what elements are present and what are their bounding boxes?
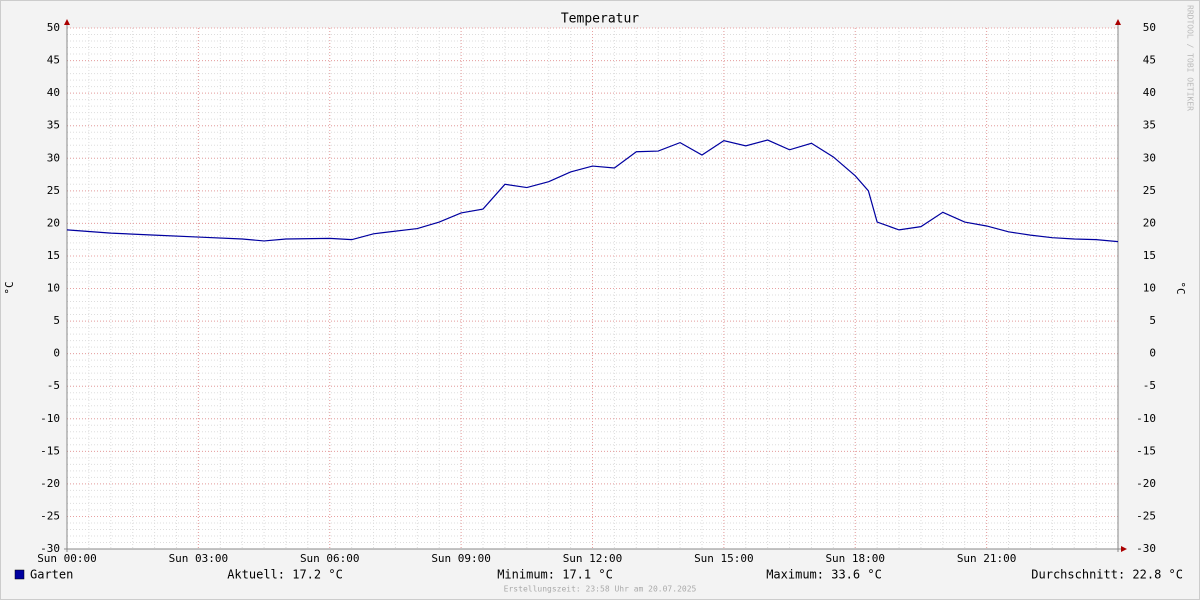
y-tick-label: 15 <box>47 249 60 262</box>
y2-tick-label: -5 <box>1143 379 1156 392</box>
y-tick-label: 40 <box>47 86 60 99</box>
axis-arrow <box>1121 546 1127 552</box>
y2-tick-label: 50 <box>1143 21 1156 34</box>
line <box>66 139 1119 243</box>
x-tick-label: Sun 18:00 <box>825 552 885 565</box>
y-tick-label: 30 <box>47 151 60 164</box>
watermark: RRDTOOL / TOBI OETIKER <box>1186 5 1195 111</box>
x-tick-label: Sun 12:00 <box>563 552 623 565</box>
y2-tick-label: 45 <box>1143 54 1156 67</box>
y-tick-label: 20 <box>47 216 60 229</box>
y2-tick-label: -10 <box>1136 412 1156 425</box>
y-tick-label: 50 <box>47 21 60 34</box>
y2-tick-label: -30 <box>1136 542 1156 555</box>
y2-axis-label: °C <box>1174 281 1187 294</box>
y-tick-label: 35 <box>47 119 60 132</box>
y2-tick-label: 5 <box>1149 314 1156 327</box>
y2-tick-label: -20 <box>1136 477 1156 490</box>
y-tick-label: -15 <box>40 444 60 457</box>
x-tick-label: Sun 21:00 <box>957 552 1017 565</box>
y-tick-label: 0 <box>53 347 60 360</box>
chart-title: Temperatur <box>561 12 639 27</box>
legend-stat: Maximum: 33.6 °C <box>766 568 882 582</box>
y2-tick-label: 40 <box>1143 86 1156 99</box>
x-tick-label: Sun 15:00 <box>694 552 754 565</box>
y2-tick-label: 10 <box>1143 282 1156 295</box>
y2-tick-label: 35 <box>1143 119 1156 132</box>
y-tick-label: 25 <box>47 184 60 197</box>
x-tick-label: Sun 00:00 <box>37 552 97 565</box>
axis-arrow <box>64 19 70 25</box>
legend-stat: Durchschnitt: 22.8 °C <box>1031 568 1183 582</box>
y-tick-label: -5 <box>47 379 60 392</box>
y2-tick-label: 25 <box>1143 184 1156 197</box>
legend-swatch <box>14 569 25 580</box>
y2-tick-label: 0 <box>1149 347 1156 360</box>
y-tick-label: -10 <box>40 412 60 425</box>
y-tick-label: 5 <box>53 314 60 327</box>
legend-label: Garten <box>30 568 73 582</box>
legend-stat: Aktuell: 17.2 °C <box>227 568 343 582</box>
x-tick-label: Sun 09:00 <box>431 552 491 565</box>
axis-arrow <box>1115 19 1121 25</box>
x-tick-label: Sun 03:00 <box>169 552 229 565</box>
y2-tick-label: -15 <box>1136 444 1156 457</box>
y2-tick-label: 30 <box>1143 151 1156 164</box>
y2-tick-label: 20 <box>1143 216 1156 229</box>
y-tick-label: -30 <box>40 542 60 555</box>
footer: Erstellungszeit: 23:58 Uhr am 20.07.2025 <box>504 585 697 594</box>
y-tick-label: 10 <box>47 282 60 295</box>
y-axis-label: °C <box>3 281 16 294</box>
legend-stat: Minimum: 17.1 °C <box>497 568 613 582</box>
x-tick-label: Sun 06:00 <box>300 552 360 565</box>
y2-tick-label: 15 <box>1143 249 1156 262</box>
y-tick-label: -25 <box>40 509 60 522</box>
y-tick-label: -20 <box>40 477 60 490</box>
y-tick-label: 45 <box>47 54 60 67</box>
y2-tick-label: -25 <box>1136 509 1156 522</box>
